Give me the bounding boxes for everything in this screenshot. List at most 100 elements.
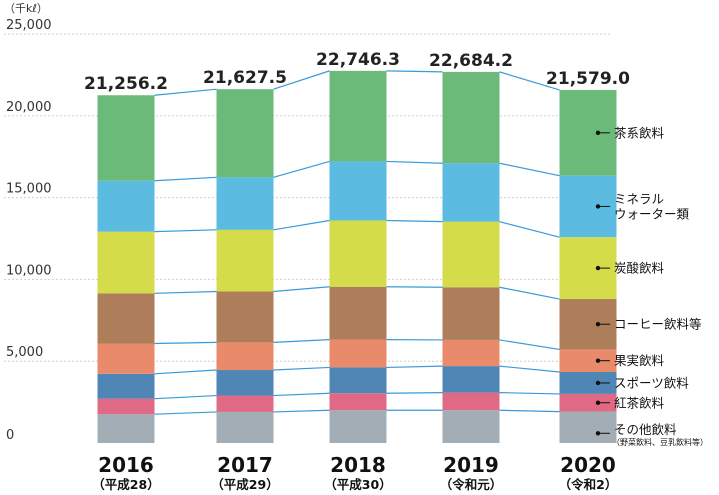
connector-line xyxy=(499,71,560,91)
bar-segment xyxy=(442,71,500,164)
x-tick-era: （平成30） xyxy=(324,477,391,492)
bar-segment xyxy=(442,339,500,367)
bar-segment xyxy=(329,70,387,162)
bar-segment xyxy=(97,180,155,232)
bar-segment xyxy=(329,286,387,340)
connector-line xyxy=(154,176,217,182)
x-tick-year: 2019 xyxy=(443,453,499,477)
y-tick-label: 0 xyxy=(6,428,14,443)
connector-line xyxy=(499,365,560,373)
bar-segment xyxy=(559,371,617,394)
x-tick-year: 2020 xyxy=(560,453,616,477)
connector-line xyxy=(273,409,330,413)
bar-segment xyxy=(442,392,500,411)
connector-line xyxy=(386,219,443,223)
bar-segment xyxy=(97,95,155,181)
bar-segment xyxy=(97,343,155,374)
series-connector-lines xyxy=(154,70,560,415)
bar-segment xyxy=(216,342,274,371)
connector-line xyxy=(273,392,330,397)
bar-segment xyxy=(97,293,155,344)
legend-label: スポーツ飲料 xyxy=(614,375,689,390)
connector-line xyxy=(499,162,560,177)
bar-segment xyxy=(97,398,155,415)
connector-line xyxy=(154,369,217,375)
legend-label: 茶系飲料 xyxy=(614,125,665,140)
total-value-label: 21,256.2 xyxy=(84,74,168,94)
connector-line xyxy=(273,219,330,231)
connector-line xyxy=(154,411,217,415)
total-value-label: 22,684.2 xyxy=(429,51,513,71)
total-value-label: 21,579.0 xyxy=(546,69,630,89)
legend-label: ミネラル xyxy=(614,191,664,206)
bar-segment xyxy=(216,229,274,292)
bar-segment xyxy=(329,367,387,394)
bar-segment xyxy=(97,231,155,294)
x-tick-era: （平成29） xyxy=(211,477,278,492)
bar-segment xyxy=(216,370,274,396)
connector-line xyxy=(499,409,560,413)
bar-segment xyxy=(329,161,387,221)
total-value-label: 22,746.3 xyxy=(316,50,400,70)
connector-line xyxy=(499,339,560,351)
bar-segment xyxy=(559,349,617,372)
bar-segment xyxy=(216,411,274,443)
x-tick-year: 2016 xyxy=(98,453,154,477)
bar-segment xyxy=(442,163,500,222)
x-tick-year: 2018 xyxy=(330,453,386,477)
bar-segment xyxy=(329,393,387,411)
legend-label: 炭酸飲料 xyxy=(614,261,665,276)
connector-line xyxy=(273,366,330,371)
bar-segment xyxy=(559,393,617,412)
legend-label: 紅茶飲料 xyxy=(614,395,665,410)
y-tick-label: 15,000 xyxy=(6,182,52,197)
x-tick-era: （令和元） xyxy=(440,477,503,492)
connector-line xyxy=(273,70,330,90)
y-axis-unit-label: （千kℓ） xyxy=(4,2,48,15)
bar-segment xyxy=(216,291,274,343)
connector-line xyxy=(273,339,330,343)
bar-segment xyxy=(216,89,274,178)
x-tick-era: （平成28） xyxy=(92,477,159,492)
connector-line xyxy=(499,221,560,238)
connector-line xyxy=(386,160,443,164)
connector-line xyxy=(154,88,217,96)
bar-segment xyxy=(329,339,387,368)
connector-line xyxy=(499,392,560,395)
bar-segment xyxy=(216,395,274,412)
total-value-label: 21,627.5 xyxy=(203,68,287,88)
connector-line xyxy=(273,160,330,178)
y-tick-label: 5,000 xyxy=(6,345,43,360)
y-tick-label: 10,000 xyxy=(6,263,52,278)
bar-segment xyxy=(329,220,387,287)
labels: 0 5,000 10,000 15,000 20,000 25,000 21,256.2 21… xyxy=(6,18,708,492)
bar-segment xyxy=(442,287,500,340)
connector-line xyxy=(154,394,217,400)
bar-segment xyxy=(442,410,500,443)
bar-segment xyxy=(97,373,155,399)
bar-segment xyxy=(442,221,500,288)
bar-segment xyxy=(559,411,617,443)
x-tick-era: （令和2） xyxy=(559,477,618,492)
bar-segment xyxy=(442,366,500,393)
bar-segment xyxy=(97,414,155,443)
bar-segment xyxy=(216,177,274,230)
legend-label: ウォーター類 xyxy=(614,206,690,221)
bar-segment xyxy=(329,410,387,443)
connector-line xyxy=(273,286,330,293)
connector-line xyxy=(386,392,443,394)
y-tick-label: 20,000 xyxy=(6,100,52,115)
connector-line xyxy=(154,229,217,233)
connector-line xyxy=(154,341,217,345)
connector-line xyxy=(154,290,217,294)
legend-label: 果実飲料 xyxy=(614,353,665,368)
connector-line xyxy=(386,70,443,73)
legend-label: その他飲料 xyxy=(614,422,677,437)
x-tick-year: 2017 xyxy=(217,453,273,477)
bars xyxy=(97,70,617,443)
connector-line xyxy=(499,286,560,300)
connector-line xyxy=(386,365,443,369)
legend-label: コーヒー飲料等 xyxy=(614,317,702,332)
legend-note: （野菜飲料、豆乳飲料等） xyxy=(612,437,708,447)
